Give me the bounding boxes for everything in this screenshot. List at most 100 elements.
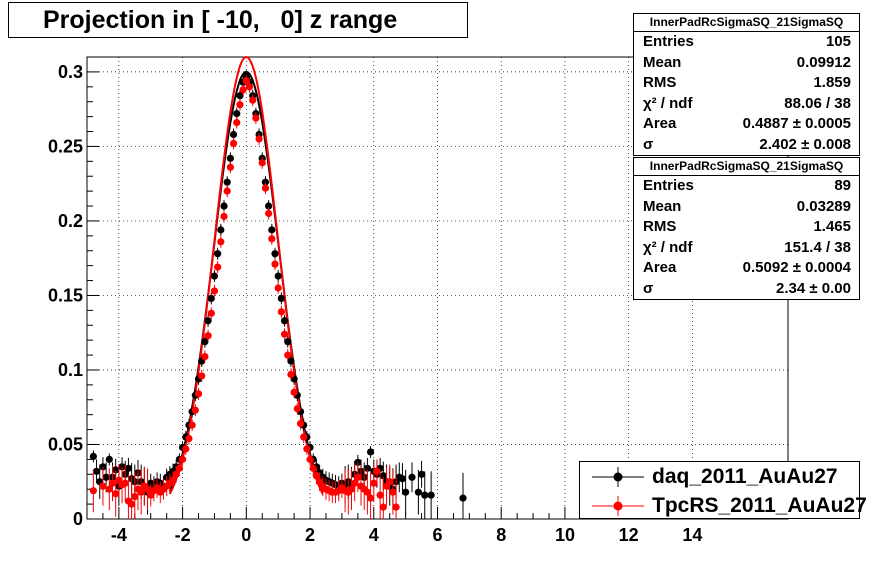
stats-row: Entries 105: [634, 32, 859, 53]
data-point-1: [268, 235, 276, 243]
stats-row: RMS 1.859: [634, 73, 859, 94]
stats-key: Area: [643, 259, 677, 276]
data-point-1: [280, 330, 289, 338]
data-point-1: [261, 184, 270, 192]
stats-key: σ: [643, 279, 654, 297]
x-tick-label: -2: [175, 525, 191, 545]
stats-value: 88.06 / 38: [784, 94, 851, 112]
data-point-1: [351, 479, 359, 487]
x-tick-label: 4: [369, 525, 379, 545]
data-point-0: [274, 272, 282, 280]
data-point-1: [249, 96, 257, 104]
data-point-1: [229, 139, 238, 148]
data-point-1: [370, 479, 378, 487]
data-point-1: [303, 445, 311, 453]
data-point-1: [306, 455, 314, 463]
data-point-1: [366, 494, 375, 502]
data-point-1: [210, 287, 219, 295]
data-point-1: [274, 284, 282, 292]
stats-key: RMS: [643, 218, 677, 235]
x-tick-label: 2: [305, 525, 315, 545]
y-tick-label: 0.3: [58, 62, 83, 82]
data-point-0: [280, 317, 289, 325]
data-point-1: [386, 478, 394, 486]
stats-row: σ 2.402 ± 0.008: [634, 135, 859, 156]
y-tick-label: 0: [73, 509, 83, 529]
stats-key: RMS: [643, 74, 677, 91]
data-point-1: [226, 163, 234, 171]
stats-key: Mean: [643, 53, 682, 71]
stats-value: 2.34 ± 0.00: [776, 279, 851, 297]
data-point-0: [112, 466, 120, 474]
stats-key: Mean: [643, 197, 682, 215]
data-point-1: [233, 118, 241, 127]
data-point-1: [207, 309, 215, 317]
legend-item-tpcrs: TpcRS_2011_AuAu27: [580, 492, 867, 520]
data-point-0: [414, 488, 422, 496]
data-point-0: [287, 357, 295, 365]
data-point-1: [182, 445, 190, 453]
y-tick-label: 0.2: [58, 211, 83, 231]
data-point-1: [185, 434, 193, 443]
data-point-1: [309, 464, 317, 472]
data-point-0: [214, 250, 222, 258]
data-points: [89, 70, 467, 519]
data-point-0: [265, 202, 273, 210]
data-point-0: [236, 92, 244, 100]
stats-value: 89: [834, 177, 851, 194]
data-point-1: [239, 86, 247, 94]
data-point-0: [421, 491, 429, 499]
data-point-0: [220, 202, 228, 210]
stats-header: InnerPadRcSigmaSQ_21SigmaSQ: [634, 158, 859, 176]
data-point-1: [108, 479, 117, 487]
stats-value: 151.4 / 38: [784, 238, 851, 256]
data-point-1: [178, 455, 187, 463]
data-point-1: [300, 433, 308, 441]
data-point-0: [217, 226, 225, 234]
chart-title: Projection in [ -10, 0] z range: [8, 2, 468, 38]
data-point-1: [242, 77, 250, 85]
stats-value: 0.09912: [796, 53, 851, 71]
data-point-1: [214, 263, 222, 271]
data-point-1: [121, 479, 129, 487]
data-point-1: [128, 500, 136, 508]
data-point-1: [265, 209, 273, 218]
data-point-1: [112, 490, 120, 498]
data-point-1: [217, 238, 225, 246]
legend: daq_2011_AuAu27 TpcRS_2011_AuAu27: [579, 461, 867, 520]
data-point-0: [105, 455, 113, 463]
stats-value: 1.859: [813, 74, 851, 91]
y-tick-label: 0.15: [48, 285, 83, 305]
data-point-1: [204, 332, 212, 340]
y-tick-label: 0.05: [48, 434, 83, 454]
data-point-1: [172, 470, 180, 478]
stats-row: Area 0.5092 ± 0.0004: [634, 258, 859, 279]
data-point-1: [137, 488, 145, 496]
x-tick-label: 8: [496, 525, 506, 545]
data-point-1: [277, 308, 285, 316]
data-point-1: [255, 135, 263, 143]
data-point-1: [105, 485, 113, 493]
y-tick-label: 0.1: [58, 360, 83, 380]
legend-item-daq: daq_2011_AuAu27: [580, 463, 859, 491]
y-tick-label: 0.25: [48, 136, 83, 156]
stats-box-0: InnerPadRcSigmaSQ_21SigmaSQ Entries 105 Mea…: [633, 13, 860, 156]
data-point-1: [284, 351, 292, 359]
x-tick-label: 12: [619, 525, 639, 545]
stats-value: 0.4887 ± 0.0005: [742, 115, 851, 132]
data-point-1: [252, 114, 260, 122]
data-point-0: [210, 272, 219, 280]
data-point-1: [198, 372, 206, 380]
x-tick-label: 14: [682, 525, 702, 545]
stats-value: 0.03289: [796, 197, 851, 215]
data-point-0: [229, 130, 238, 139]
data-point-1: [169, 476, 177, 484]
data-point-1: [143, 485, 152, 493]
stats-key: σ: [643, 135, 654, 153]
data-point-1: [363, 488, 371, 496]
data-point-0: [363, 464, 371, 472]
data-point-1: [175, 464, 184, 472]
data-point-0: [233, 110, 241, 118]
data-point-1: [236, 101, 244, 109]
data-point-0: [366, 448, 375, 456]
